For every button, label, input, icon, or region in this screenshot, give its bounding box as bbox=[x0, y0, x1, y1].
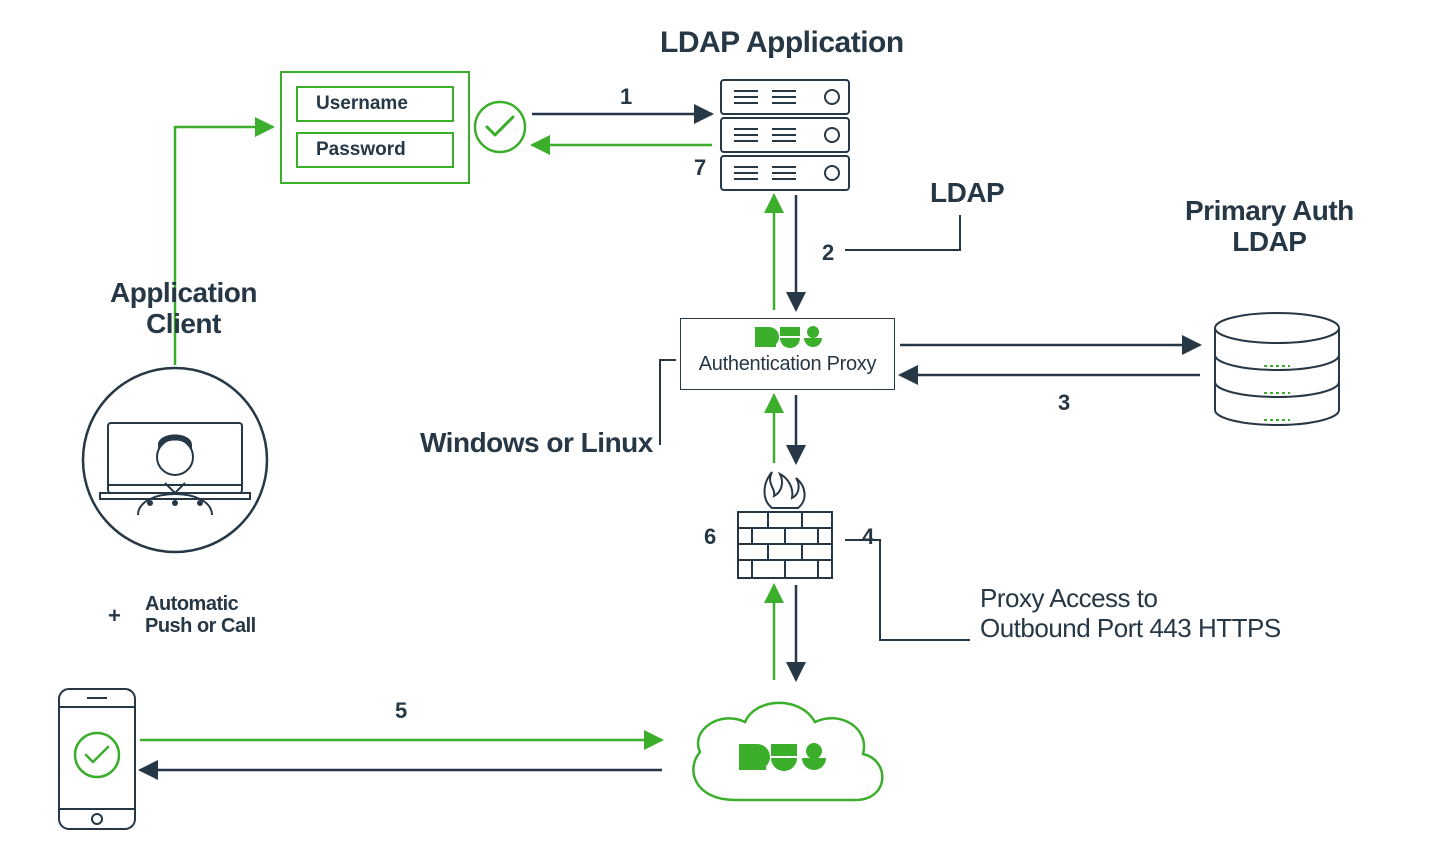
edge-port443 bbox=[845, 540, 970, 640]
label-ldap-application: LDAP Application bbox=[660, 26, 904, 59]
step-3: 3 bbox=[1058, 390, 1070, 416]
label-push-l1: Automatic bbox=[145, 593, 238, 615]
label-ldap: LDAP bbox=[930, 178, 1004, 209]
password-field: Password bbox=[296, 132, 454, 168]
application-client-icon bbox=[80, 365, 270, 555]
step-1: 1 bbox=[620, 84, 632, 110]
step-6: 6 bbox=[704, 524, 716, 550]
auth-proxy-label: Authentication Proxy bbox=[681, 353, 894, 376]
label-application-client: Application Client bbox=[110, 278, 257, 340]
step-5: 5 bbox=[395, 698, 407, 724]
label-proxy-access-l1: Proxy Access to bbox=[980, 583, 1157, 613]
database-icon bbox=[1210, 310, 1345, 435]
label-primary-auth-l1: Primary Auth bbox=[1185, 195, 1354, 226]
label-primary-auth-l2: LDAP bbox=[1232, 226, 1306, 257]
label-push-or-call: Automatic Push or Call bbox=[145, 593, 256, 637]
duo-cloud-icon bbox=[665, 680, 905, 830]
label-application: Application bbox=[110, 277, 257, 308]
checkmark-icon bbox=[472, 99, 528, 155]
diagram-canvas: LDAP Application Application Client LDAP… bbox=[0, 0, 1450, 854]
label-primary-auth: Primary Auth LDAP bbox=[1185, 196, 1354, 258]
duo-logo-small-icon bbox=[753, 325, 823, 351]
edge-ldap-label bbox=[845, 215, 960, 250]
phone-icon bbox=[55, 685, 139, 835]
auth-proxy-box: Authentication Proxy bbox=[680, 318, 895, 390]
label-push-l2: Push or Call bbox=[145, 615, 256, 637]
label-client: Client bbox=[146, 308, 221, 339]
step-7: 7 bbox=[694, 155, 706, 181]
step-2: 2 bbox=[822, 240, 834, 266]
label-proxy-access-l2: Outbound Port 443 HTTPS bbox=[980, 613, 1281, 643]
step-4: 4 bbox=[862, 524, 874, 550]
plus-symbol: + bbox=[108, 603, 121, 629]
username-field: Username bbox=[296, 86, 454, 122]
label-windows-linux: Windows or Linux bbox=[420, 428, 653, 459]
edge-winlinux bbox=[660, 360, 676, 445]
server-stack-icon bbox=[720, 78, 850, 193]
label-proxy-access: Proxy Access to Outbound Port 443 HTTPS bbox=[980, 584, 1281, 644]
firewall-icon bbox=[732, 466, 838, 586]
